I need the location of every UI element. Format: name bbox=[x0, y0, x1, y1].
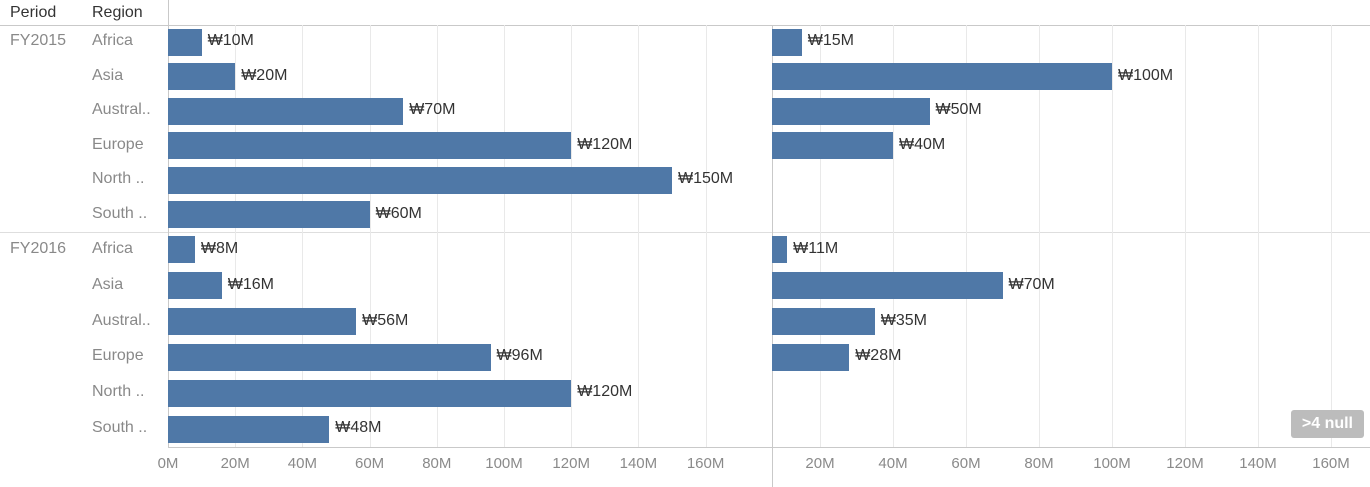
axis-tick-label: 20M bbox=[220, 455, 250, 472]
bar-value-label: ₩70M bbox=[1008, 275, 1055, 293]
row-header-region-north[interactable]: North .. bbox=[92, 383, 145, 401]
row-header-region-austral[interactable]: Austral.. bbox=[92, 311, 151, 329]
row-header-region-north[interactable]: North .. bbox=[92, 170, 145, 188]
gridline bbox=[1331, 25, 1332, 447]
null-indicator-badge[interactable]: >4 null bbox=[1290, 410, 1364, 438]
row-header-region-africa[interactable]: Africa bbox=[92, 32, 133, 50]
row-header-region-europe[interactable]: Europe bbox=[92, 347, 144, 365]
axis-tick-label: 140M bbox=[1239, 455, 1277, 472]
axis-line bbox=[168, 447, 1370, 448]
column-header-region: Region bbox=[92, 4, 143, 21]
bar-value-label: ₩56M bbox=[362, 311, 409, 329]
axis-tick-label: 120M bbox=[1166, 455, 1204, 472]
bar-fy2016-asia-right[interactable] bbox=[772, 272, 1003, 300]
gridline bbox=[1258, 25, 1259, 447]
bar-value-label: ₩70M bbox=[409, 101, 456, 119]
bar-value-label: ₩15M bbox=[807, 32, 854, 50]
axis-tick-label: 100M bbox=[1093, 455, 1131, 472]
bar-fy2015-austral-left[interactable] bbox=[168, 97, 404, 125]
row-header-region-asia[interactable]: Asia bbox=[92, 66, 124, 84]
bar-value-label: ₩48M bbox=[335, 419, 382, 437]
column-header-period: Period bbox=[10, 4, 57, 21]
axis-tick-label: 160M bbox=[1312, 455, 1350, 472]
bar-value-label: ₩120M bbox=[577, 135, 633, 153]
gridline bbox=[638, 25, 640, 447]
gridline bbox=[235, 25, 237, 447]
bar-fy2016-austral-right[interactable] bbox=[772, 308, 875, 336]
bar-fy2015-north-left[interactable] bbox=[168, 166, 672, 194]
bar-fy2015-asia-left[interactable] bbox=[168, 63, 236, 91]
row-header-region-africa[interactable]: Africa bbox=[92, 239, 133, 257]
bar-fy2016-europe-left[interactable] bbox=[168, 343, 491, 371]
row-header-region-south[interactable]: South .. bbox=[92, 419, 148, 437]
bar-fy2015-africa-left[interactable] bbox=[168, 28, 202, 56]
bar-value-label: ₩60M bbox=[375, 204, 422, 222]
axis-tick-label: 160M bbox=[686, 455, 725, 472]
row-header-period-fy2015[interactable]: FY2015 bbox=[10, 32, 67, 50]
gridline bbox=[436, 25, 438, 447]
axis-tick-label: 0M bbox=[157, 455, 179, 472]
bar-fy2016-asia-left[interactable] bbox=[168, 272, 222, 300]
gridline bbox=[302, 25, 304, 447]
bar-value-label: ₩50M bbox=[935, 101, 982, 119]
gridline bbox=[966, 25, 967, 447]
bar-fy2015-africa-right[interactable] bbox=[772, 28, 802, 56]
bar-value-label: ₩96M bbox=[496, 347, 543, 365]
bar-fy2015-austral-right[interactable] bbox=[772, 97, 930, 125]
bar-value-label: ₩28M bbox=[855, 347, 902, 365]
gridline bbox=[1112, 25, 1113, 447]
axis-tick-label: 20M bbox=[805, 455, 835, 472]
axis-tick-label: 60M bbox=[355, 455, 385, 472]
axis-tick-label: 60M bbox=[951, 455, 981, 472]
gridline bbox=[705, 25, 707, 447]
gridline bbox=[369, 25, 371, 447]
bar-fy2016-europe-right[interactable] bbox=[772, 343, 850, 371]
gridline bbox=[571, 25, 573, 447]
bar-fy2016-africa-left[interactable] bbox=[168, 236, 195, 264]
bar-value-label: ₩20M bbox=[241, 66, 288, 84]
bar-fy2016-africa-right[interactable] bbox=[772, 236, 788, 264]
axis-tick-label: 40M bbox=[287, 455, 317, 472]
bar-fy2015-asia-right[interactable] bbox=[772, 63, 1112, 91]
bar-fy2016-south-left[interactable] bbox=[168, 415, 330, 443]
bar-value-label: ₩11M bbox=[793, 239, 839, 257]
bar-fy2015-europe-right[interactable] bbox=[772, 132, 893, 160]
gridline bbox=[820, 25, 821, 447]
header-divider-line bbox=[0, 25, 1370, 26]
bar-value-label: ₩100M bbox=[1118, 66, 1174, 84]
row-header-region-austral[interactable]: Austral.. bbox=[92, 101, 151, 119]
bar-value-label: ₩40M bbox=[899, 135, 946, 153]
axis-tick-label: 40M bbox=[878, 455, 908, 472]
bar-fy2016-austral-left[interactable] bbox=[168, 308, 357, 336]
gridline bbox=[504, 25, 505, 447]
section-divider-line bbox=[0, 232, 1370, 233]
axis-tick-label: 80M bbox=[422, 455, 452, 472]
bar-value-label: ₩35M bbox=[880, 311, 927, 329]
row-header-region-europe[interactable]: Europe bbox=[92, 135, 144, 153]
bar-value-label: ₩120M bbox=[577, 383, 633, 401]
bar-value-label: ₩16M bbox=[227, 275, 274, 293]
axis-tick-label: 140M bbox=[619, 455, 658, 472]
row-header-period-fy2016[interactable]: FY2016 bbox=[10, 239, 67, 257]
bar-value-label: ₩8M bbox=[200, 239, 239, 257]
axis-tick-label: 100M bbox=[485, 455, 523, 472]
gridline bbox=[1185, 25, 1186, 447]
row-header-region-south[interactable]: South .. bbox=[92, 204, 148, 222]
bar-fy2015-south-left[interactable] bbox=[168, 201, 370, 229]
bar-value-label: ₩10M bbox=[207, 32, 254, 50]
bar-value-label: ₩150M bbox=[678, 170, 734, 188]
bar-fy2015-europe-left[interactable] bbox=[168, 132, 572, 160]
axis-tick-label: 80M bbox=[1024, 455, 1054, 472]
gridline bbox=[893, 25, 894, 447]
row-header-region-asia[interactable]: Asia bbox=[92, 275, 124, 293]
gridline bbox=[1039, 25, 1040, 447]
bar-fy2016-north-left[interactable] bbox=[168, 379, 572, 407]
axis-tick-label: 120M bbox=[552, 455, 590, 472]
